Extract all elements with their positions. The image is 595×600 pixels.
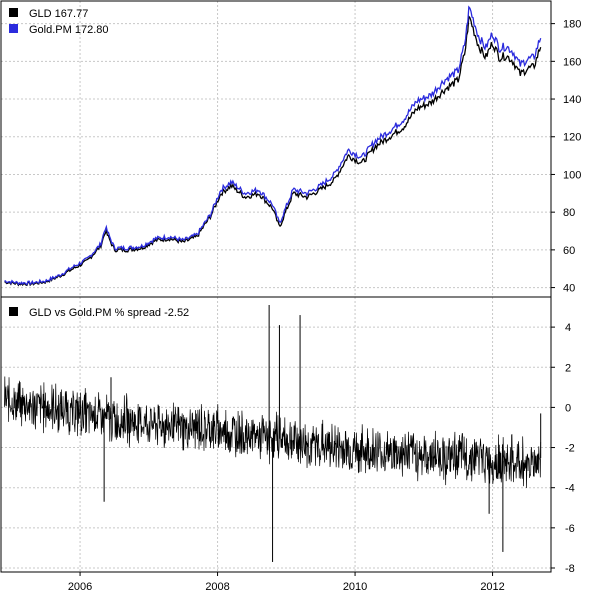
spread-panel-frame xyxy=(0,296,552,573)
xtick-label: 2006 xyxy=(68,581,92,593)
xtick-label: 2008 xyxy=(205,581,229,593)
price-ytick-label: 60 xyxy=(563,245,575,257)
legend-label-gld: GLD 167.77 xyxy=(29,8,88,20)
price-ytick-label: 180 xyxy=(563,19,581,31)
spread-ytick-label: -4 xyxy=(565,483,575,495)
gold-pm-series-line xyxy=(4,5,542,286)
legend-label-spread: GLD vs Gold.PM % spread -2.52 xyxy=(29,307,189,319)
legend-swatch-gld xyxy=(9,8,18,17)
price-ytick-label: 140 xyxy=(563,94,581,106)
spread-ytick-label: -6 xyxy=(565,523,575,535)
price-ytick-label: 160 xyxy=(563,56,581,68)
price-ytick-label: 80 xyxy=(563,207,575,219)
xtick-label: 2012 xyxy=(480,581,504,593)
price-ytick-label: 40 xyxy=(563,283,575,295)
xtick-label: 2010 xyxy=(343,581,367,593)
legend-swatch-spread xyxy=(9,307,18,316)
spread-ytick-label: -2 xyxy=(565,443,575,455)
spread-ytick-label: -8 xyxy=(565,563,575,575)
spread-ytick-label: 4 xyxy=(565,322,571,334)
legend-label-gold-pm: Gold.PM 172.80 xyxy=(29,24,109,36)
gld-series-line xyxy=(4,14,542,287)
price-ytick-label: 100 xyxy=(563,169,581,181)
spread-ytick-label: 0 xyxy=(565,402,571,414)
legend-swatch-gold-pm xyxy=(9,24,18,33)
spread-ytick-label: 2 xyxy=(565,362,571,374)
price-ytick-label: 120 xyxy=(563,132,581,144)
